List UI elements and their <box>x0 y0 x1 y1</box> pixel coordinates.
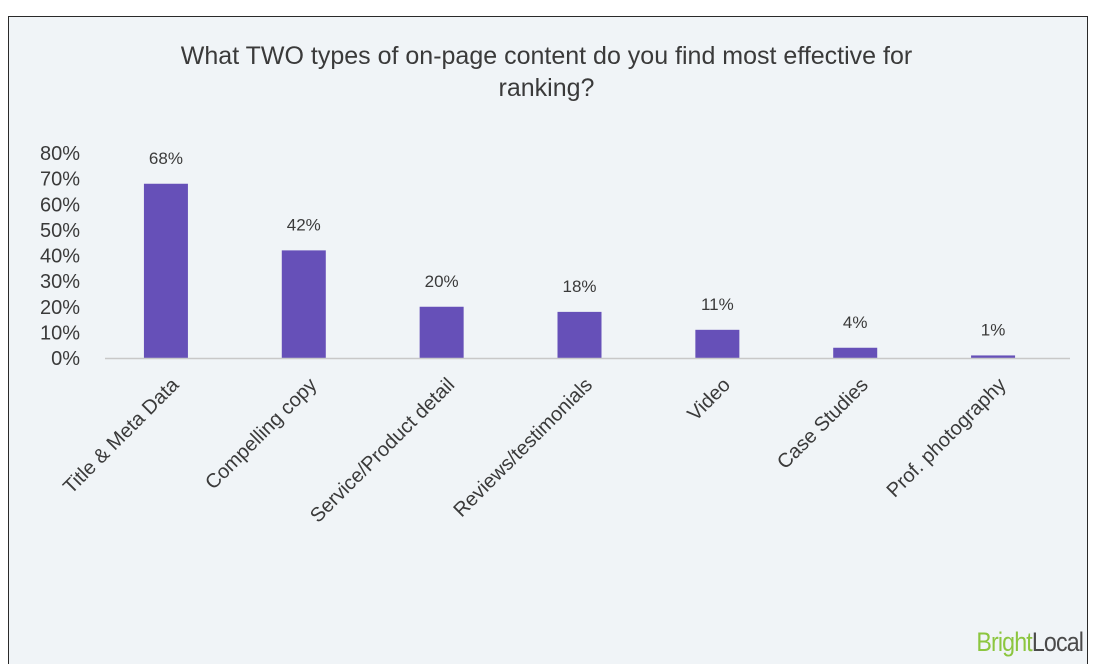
category-label: Title & Meta Data <box>59 373 184 498</box>
data-label: 68% <box>149 149 183 168</box>
category-label: Reviews/testimonials <box>449 374 597 522</box>
brightlocal-logo: BrightLocal <box>976 627 1084 658</box>
bar <box>971 355 1016 358</box>
bar <box>833 347 878 358</box>
y-tick-label: 80% <box>40 143 80 165</box>
bar <box>557 311 602 358</box>
y-tick-label: 20% <box>40 297 80 319</box>
bar <box>143 183 188 358</box>
y-tick-label: 10% <box>40 322 80 344</box>
data-label: 42% <box>287 215 321 234</box>
logo-part-bright: Bright <box>976 627 1032 657</box>
y-tick-label: 0% <box>51 348 80 370</box>
chart-title: What TWO types of on-page content do you… <box>0 40 1093 104</box>
data-label: 20% <box>425 272 459 291</box>
chart-frame <box>8 16 1088 664</box>
y-tick-label: 70% <box>40 169 80 191</box>
chart-title-line-2: ranking? <box>498 74 595 102</box>
bar <box>695 329 740 358</box>
category-label: Video <box>683 374 734 425</box>
category-label: Service/Product detail <box>306 374 459 527</box>
data-label: 11% <box>701 295 734 314</box>
data-label: 4% <box>843 313 868 332</box>
y-tick-label: 60% <box>40 194 80 216</box>
y-tick-label: 40% <box>40 246 80 268</box>
chart-title-line-1: What TWO types of on-page content do you… <box>180 42 913 70</box>
bar <box>419 306 464 358</box>
category-label: Prof. photography <box>883 374 1011 502</box>
category-label: Compelling copy <box>201 374 321 494</box>
y-tick-label: 30% <box>40 271 80 293</box>
logo-part-local: Local <box>1031 627 1084 657</box>
category-label: Case Studies <box>773 374 873 474</box>
data-label: 18% <box>562 277 596 296</box>
y-tick-label: 50% <box>40 220 80 242</box>
bar <box>281 250 326 358</box>
data-label: 1% <box>981 320 1006 339</box>
